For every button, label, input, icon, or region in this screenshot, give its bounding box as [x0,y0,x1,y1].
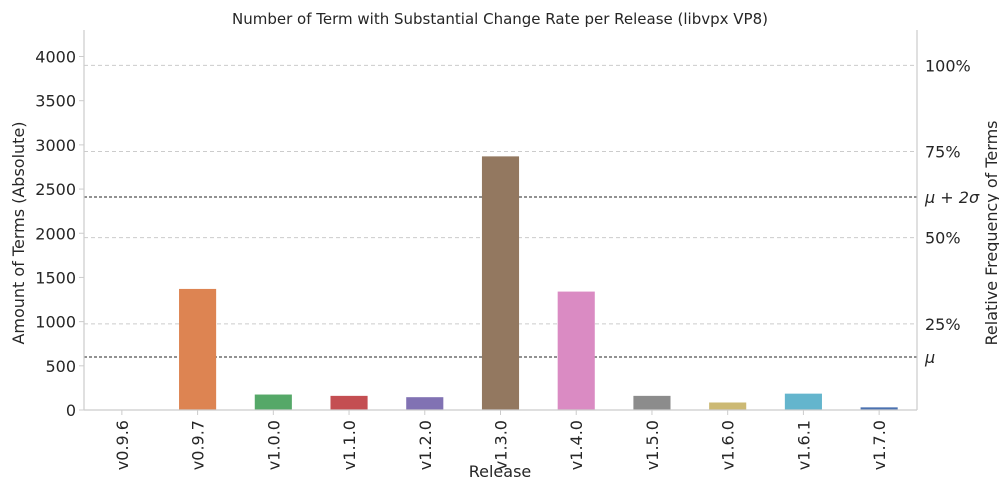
x-tick-label: v1.1.0 [340,420,359,470]
bar-v1.7.0 [860,407,898,410]
x-tick-label: v0.9.7 [189,420,208,470]
bar-v1.0.0 [254,394,292,410]
y-tick-label: 0 [66,401,76,420]
x-tick-label: v1.4.0 [567,420,586,470]
y-tick-label: 3500 [35,92,76,111]
y-axis-ticks: 0 500 1000 1500 2000 2500 3000 3500 4000 [35,48,84,420]
bar-v0.9.7 [179,288,217,410]
y-tick-label: 2000 [35,224,76,243]
chart-title: Number of Term with Substantial Change R… [232,10,768,28]
y2-tick-label: 50% [925,229,961,248]
y-tick-label: 1500 [35,268,76,287]
y-axis-title: Amount of Terms (Absolute) [9,121,28,344]
bar-v1.6.0 [709,402,747,410]
bars [179,156,898,410]
x-tick-label: v1.5.0 [643,420,662,470]
y2-axis-ticks: 25% 50% 75% 100% [925,56,971,333]
x-axis-title: Release [469,462,532,481]
bar-v1.3.0 [481,156,520,410]
x-axis-ticks: v0.9.6 v0.9.7 v1.0.0 v1.1.0 v1.2.0 v1.3.0 v1.4… [113,410,889,470]
x-tick-label: v0.9.6 [113,420,132,470]
y2-axis-title: Relative Frequency of Terms [982,121,999,346]
x-tick-label: v1.2.0 [416,420,435,470]
y-tick-label: 500 [45,357,76,376]
bar-v1.1.0 [330,395,368,410]
y2-tick-label: 100% [925,56,971,75]
x-tick-label: v1.3.0 [492,420,511,470]
x-tick-label: v1.6.1 [794,420,813,470]
reference-line-label: μ [924,348,935,367]
bar-v1.5.0 [633,395,671,410]
y-tick-label: 3000 [35,136,76,155]
reference-lines: μ μ + 2σ [84,188,980,367]
x-tick-label: v1.7.0 [870,420,889,470]
y-tick-label: 2500 [35,180,76,199]
y-tick-label: 4000 [35,48,76,67]
x-tick-label: v1.6.0 [719,420,738,470]
x-tick-label: v1.0.0 [264,420,283,470]
bar-v1.2.0 [406,397,444,410]
y2-tick-label: 75% [925,143,961,162]
y2-tick-label: 25% [925,315,961,334]
y-tick-label: 1000 [35,313,76,332]
bar-v1.4.0 [557,291,595,410]
reference-line-label: μ + 2σ [924,188,980,207]
bar-v1.6.1 [784,393,822,410]
